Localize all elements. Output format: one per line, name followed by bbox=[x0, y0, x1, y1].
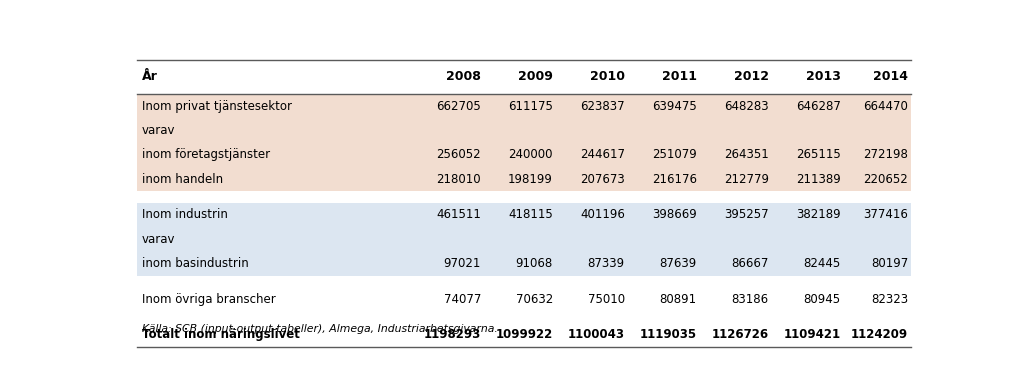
Text: 75010: 75010 bbox=[587, 293, 625, 306]
Text: 74077: 74077 bbox=[444, 293, 481, 306]
Text: 80197: 80197 bbox=[871, 257, 908, 270]
Text: 611175: 611175 bbox=[508, 100, 552, 113]
Bar bbox=[137, 94, 911, 118]
Text: 82323: 82323 bbox=[871, 293, 908, 306]
Text: 240000: 240000 bbox=[508, 148, 552, 161]
Text: 97021: 97021 bbox=[444, 257, 481, 270]
Text: Inom industrin: Inom industrin bbox=[142, 208, 228, 221]
Text: Totalt inom näringslivet: Totalt inom näringslivet bbox=[142, 328, 300, 342]
Text: 211389: 211389 bbox=[796, 173, 841, 186]
Text: 80891: 80891 bbox=[660, 293, 697, 306]
Text: 256052: 256052 bbox=[436, 148, 481, 161]
Text: varav: varav bbox=[142, 233, 176, 246]
Text: 1109421: 1109421 bbox=[784, 328, 841, 342]
Bar bbox=[137, 142, 911, 167]
Bar bbox=[137, 251, 911, 276]
Text: 639475: 639475 bbox=[652, 100, 697, 113]
Bar bbox=[137, 323, 911, 347]
Bar bbox=[137, 312, 911, 323]
Text: 418115: 418115 bbox=[508, 208, 552, 221]
Text: 664470: 664470 bbox=[863, 100, 908, 113]
Bar bbox=[137, 227, 911, 251]
Text: inom basindustrin: inom basindustrin bbox=[142, 257, 249, 270]
Text: Källa: SCB (input-output-tabeller), Almega, Industriarbetsgivarna.: Källa: SCB (input-output-tabeller), Alme… bbox=[142, 324, 498, 334]
Text: 87339: 87339 bbox=[587, 257, 625, 270]
Text: 251079: 251079 bbox=[652, 148, 697, 161]
Text: År: År bbox=[142, 70, 158, 83]
Text: 83186: 83186 bbox=[731, 293, 768, 306]
Text: 398669: 398669 bbox=[652, 208, 697, 221]
Text: 395257: 395257 bbox=[724, 208, 768, 221]
Text: 2009: 2009 bbox=[518, 70, 552, 83]
Text: 1124209: 1124209 bbox=[851, 328, 908, 342]
Text: 70632: 70632 bbox=[516, 293, 552, 306]
Bar bbox=[137, 167, 911, 191]
Text: inom företagstjänster: inom företagstjänster bbox=[142, 148, 270, 161]
Text: 2012: 2012 bbox=[733, 70, 768, 83]
Text: 2014: 2014 bbox=[873, 70, 908, 83]
Text: 91068: 91068 bbox=[516, 257, 552, 270]
Bar bbox=[137, 203, 911, 227]
Bar bbox=[137, 287, 911, 312]
Bar bbox=[137, 191, 911, 203]
Text: 218010: 218010 bbox=[436, 173, 481, 186]
Text: inom handeln: inom handeln bbox=[142, 173, 223, 186]
Text: 377416: 377416 bbox=[863, 208, 908, 221]
Text: 2008: 2008 bbox=[446, 70, 481, 83]
Bar bbox=[137, 276, 911, 287]
Text: 1119035: 1119035 bbox=[639, 328, 697, 342]
Text: 80945: 80945 bbox=[804, 293, 841, 306]
Text: 662705: 662705 bbox=[436, 100, 481, 113]
Text: 265115: 265115 bbox=[796, 148, 841, 161]
Text: 2010: 2010 bbox=[590, 70, 625, 83]
Text: 216176: 216176 bbox=[652, 173, 697, 186]
Text: 2013: 2013 bbox=[806, 70, 841, 83]
Text: 382189: 382189 bbox=[796, 208, 841, 221]
Text: 1126726: 1126726 bbox=[712, 328, 768, 342]
Text: 1099922: 1099922 bbox=[495, 328, 552, 342]
Text: 207673: 207673 bbox=[580, 173, 625, 186]
Text: 2011: 2011 bbox=[662, 70, 697, 83]
Text: 244617: 244617 bbox=[580, 148, 625, 161]
Text: Inom privat tjänstesektor: Inom privat tjänstesektor bbox=[142, 100, 293, 113]
Text: Inom övriga branscher: Inom övriga branscher bbox=[142, 293, 276, 306]
Text: 86667: 86667 bbox=[731, 257, 768, 270]
Text: 1198293: 1198293 bbox=[424, 328, 481, 342]
Text: 87639: 87639 bbox=[660, 257, 697, 270]
Text: varav: varav bbox=[142, 124, 176, 137]
Text: 264351: 264351 bbox=[724, 148, 768, 161]
Text: 646287: 646287 bbox=[796, 100, 841, 113]
Text: 220652: 220652 bbox=[863, 173, 908, 186]
Text: 1100043: 1100043 bbox=[568, 328, 625, 342]
Text: 623837: 623837 bbox=[580, 100, 625, 113]
Text: 401196: 401196 bbox=[580, 208, 625, 221]
Text: 82445: 82445 bbox=[803, 257, 841, 270]
Text: 461511: 461511 bbox=[436, 208, 481, 221]
Text: 212779: 212779 bbox=[723, 173, 768, 186]
Bar bbox=[137, 118, 911, 142]
Text: 272198: 272198 bbox=[863, 148, 908, 161]
Text: 198199: 198199 bbox=[508, 173, 552, 186]
Text: 648283: 648283 bbox=[724, 100, 768, 113]
